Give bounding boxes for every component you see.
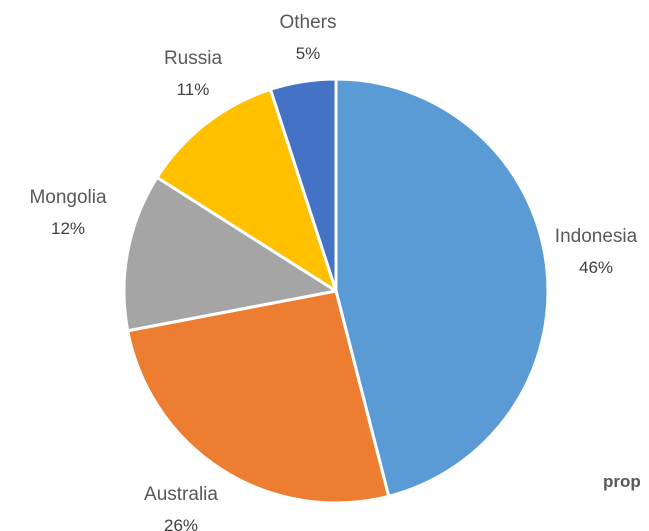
- pie-slice-australia: [126, 289, 391, 505]
- pie-labels: Indonesia 46% Australia 26% Mongolia 12% Russi…: [29, 12, 637, 531]
- category-label-indonesia: Indonesia: [555, 226, 638, 247]
- value-label-indonesia: 46%: [579, 258, 613, 277]
- value-label-others: 5%: [296, 44, 321, 63]
- pie-slice-russia: [155, 87, 338, 293]
- category-label-australia: Australia: [144, 484, 218, 505]
- category-label-others: Others: [279, 12, 336, 33]
- value-label-russia: 11%: [177, 80, 210, 99]
- pie-slice-others: [268, 77, 338, 293]
- value-label-mongolia: 12%: [51, 219, 85, 238]
- value-label-australia: 26%: [164, 516, 198, 531]
- pie-slice-mongolia: [122, 175, 338, 333]
- pie-slices: [122, 77, 550, 505]
- pie-slice-indonesia: [334, 77, 550, 498]
- clipped-text: prop: [603, 472, 641, 491]
- category-label-mongolia: Mongolia: [29, 187, 107, 208]
- category-label-russia: Russia: [164, 48, 223, 69]
